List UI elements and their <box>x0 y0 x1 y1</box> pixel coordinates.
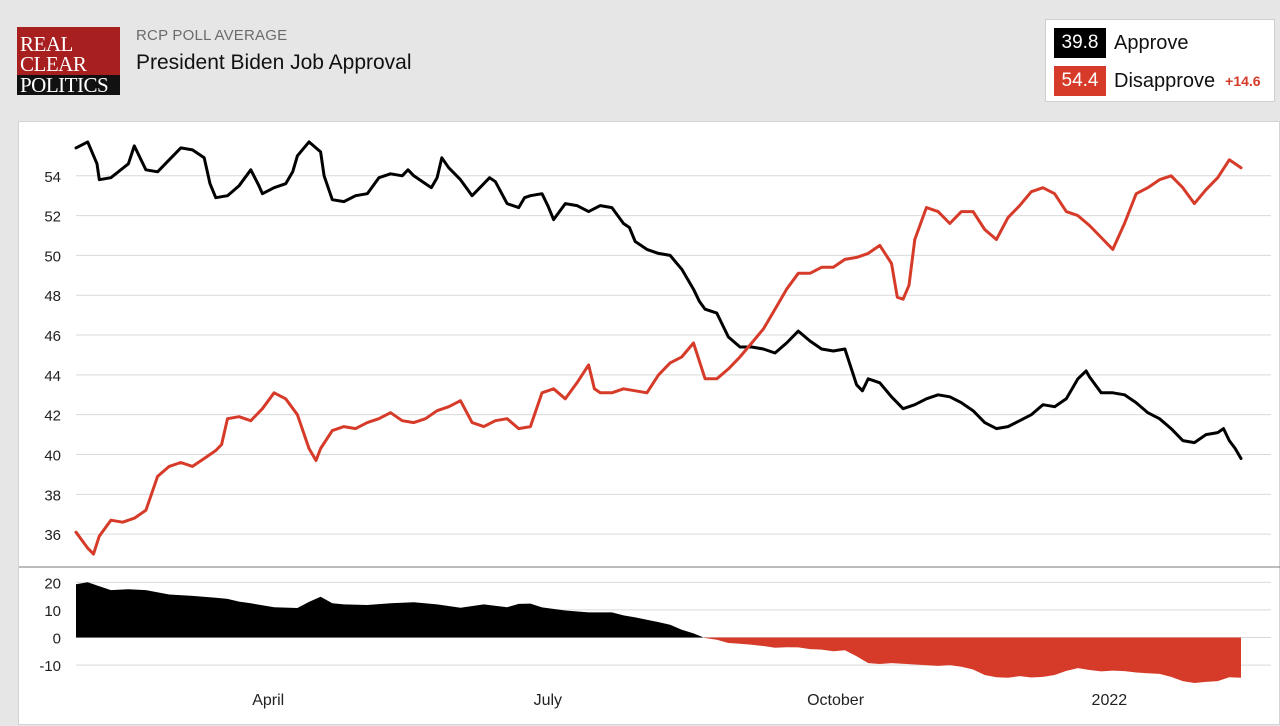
spread-value: +14.6 <box>1225 73 1261 89</box>
chart-title: President Biden Job Approval <box>136 51 412 74</box>
rcp-logo[interactable]: REAL CLEAR POLITICS <box>17 27 120 95</box>
chart-kicker: RCP POLL AVERAGE <box>136 27 288 44</box>
series-line-disapprove <box>74 158 1243 556</box>
y-tick-label-main: 36 <box>44 527 61 544</box>
legend-disapprove-row: 54.4 Disapprove +14.6 <box>1054 66 1261 96</box>
legend-approve-row: 39.8 Approve <box>1054 28 1189 58</box>
y-tick-label-spread: 20 <box>44 575 61 592</box>
logo-line-1: REAL <box>20 32 73 56</box>
disapprove-label: Disapprove <box>1114 69 1216 92</box>
logo-line-2: CLEAR <box>20 52 87 76</box>
y-tick-label-main: 50 <box>44 248 61 265</box>
y-tick-label-main: 52 <box>44 209 61 226</box>
approve-label: Approve <box>1114 31 1189 54</box>
y-tick-label-main: 48 <box>44 288 61 305</box>
y-tick-label-main: 44 <box>44 368 61 385</box>
series-line-approve <box>74 140 1243 460</box>
approve-value-badge: 39.8 <box>1054 28 1106 58</box>
logo-line-3: POLITICS <box>17 75 120 95</box>
y-tick-label-spread: -10 <box>39 658 61 675</box>
spread-area-positive <box>76 582 1241 638</box>
y-tick-label-main: 42 <box>44 408 61 425</box>
y-tick-label-main: 38 <box>44 487 61 504</box>
y-tick-label-main: 46 <box>44 328 61 345</box>
legend-box: 39.8 Approve 54.4 Disapprove +14.6 <box>1045 19 1275 102</box>
y-tick-label-spread: 10 <box>44 603 61 620</box>
y-tick-label-main: 54 <box>44 169 61 186</box>
x-tick-label: April <box>252 692 284 709</box>
y-tick-label-spread: 0 <box>53 630 61 647</box>
spread-area-negative <box>76 637 1241 683</box>
chart-panel: 36 38 40 42 44 46 48 50 52 54 20 10 0 -10 April July Oct… <box>18 121 1280 725</box>
y-tick-label-main: 40 <box>44 448 61 465</box>
x-tick-label: 2022 <box>1092 692 1128 709</box>
approval-chart-svg: 36 38 40 42 44 46 48 50 52 54 20 10 0 -10 April July Oct… <box>19 140 1280 709</box>
x-tick-label: July <box>534 692 562 709</box>
disapprove-value-badge: 54.4 <box>1054 66 1106 96</box>
x-tick-label: October <box>807 692 865 709</box>
